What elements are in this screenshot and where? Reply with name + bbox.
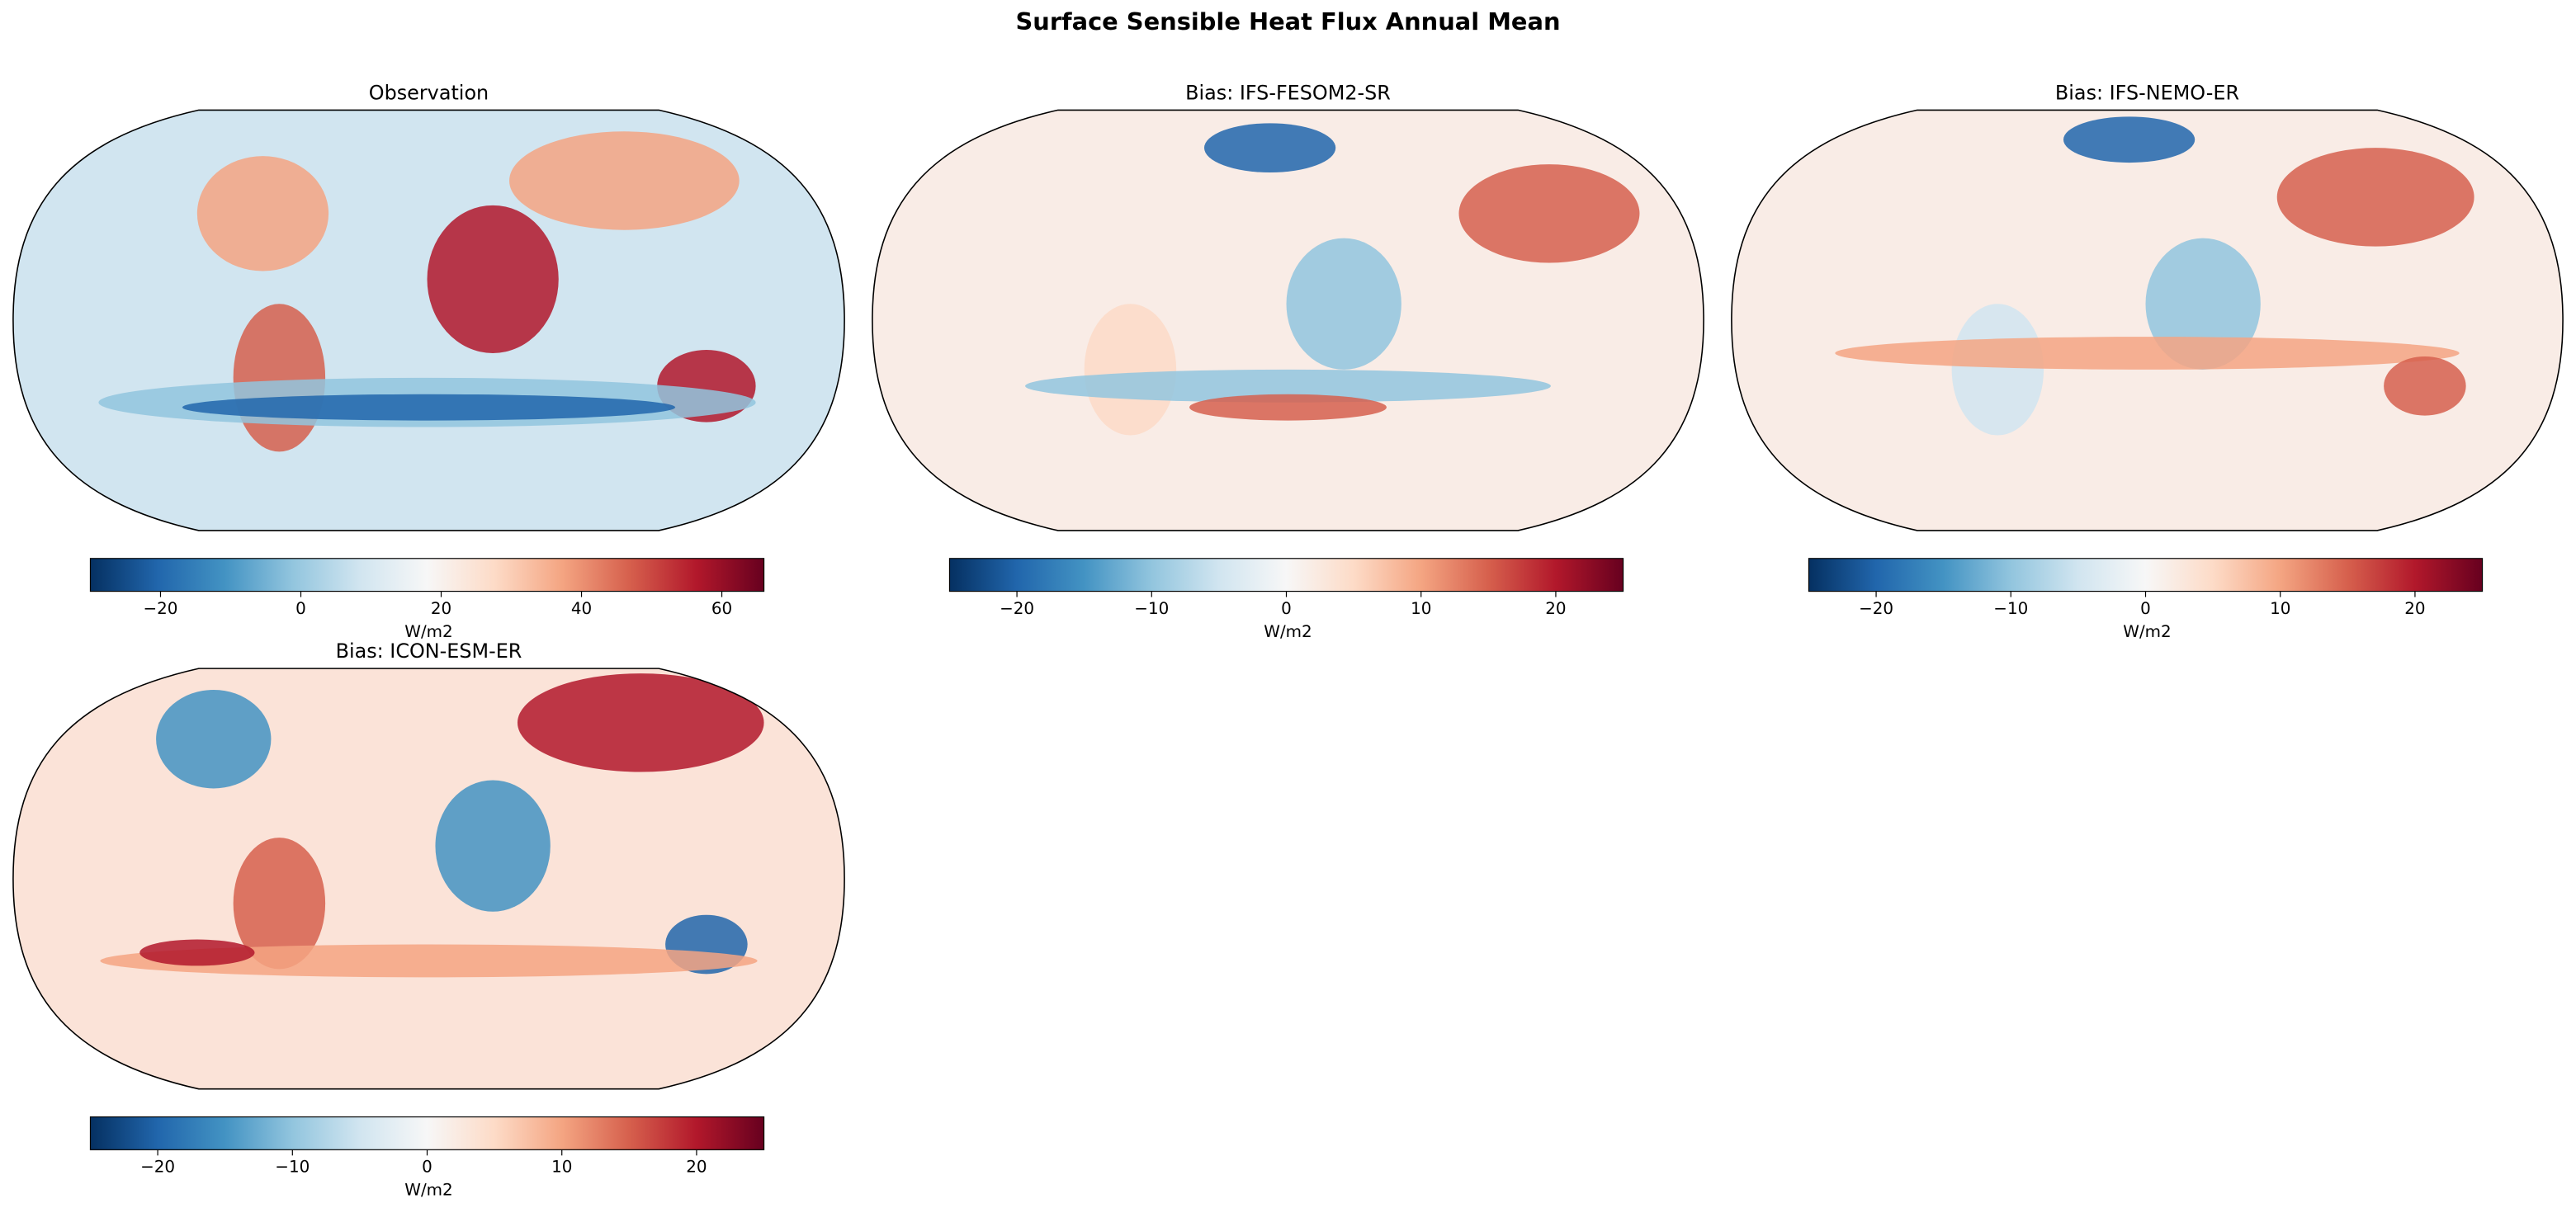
colorbar-tick-label: −20 [1859, 599, 1893, 618]
map-panel: Bias: IFS-FESOM2-SR −20 −10 0 10 20 W/m2 [872, 81, 1704, 641]
panel-title: Bias: ICON-ESM-ER [336, 640, 522, 663]
map-feature [1025, 369, 1551, 403]
colorbar-tick-label: 0 [2140, 599, 2151, 618]
colorbar-tick-label: 10 [551, 1158, 572, 1177]
map-feature [2276, 148, 2474, 247]
map-features [100, 673, 764, 978]
map-outline [1731, 109, 2564, 531]
colorbar-tick-label: 0 [295, 599, 306, 618]
map-panel: Bias: ICON-ESM-ER −20 −10 0 10 20 W/m2 [12, 640, 845, 1200]
map-feature [139, 939, 255, 966]
map-feature [517, 673, 764, 772]
colorbar [89, 558, 765, 592]
colorbar [89, 1116, 765, 1150]
colorbar-tick-label: 10 [2270, 599, 2290, 618]
map-features [1025, 123, 1640, 436]
map-feature [100, 944, 758, 978]
colorbar-label: W/m2 [404, 622, 452, 641]
map-feature [1084, 304, 1177, 436]
map-feature [1458, 164, 1640, 263]
map-feature [196, 156, 329, 271]
map-feature [2384, 356, 2466, 416]
colorbar-tick-label: 20 [431, 599, 451, 618]
map-outline [12, 668, 845, 1090]
figure-title: Surface Sensible Heat Flux Annual Mean [1015, 7, 1560, 35]
panel-title: Observation [369, 81, 489, 104]
colorbar-tick-label: −20 [143, 599, 177, 618]
map-feature [427, 205, 559, 353]
colorbar-label: W/m2 [2123, 622, 2171, 641]
colorbar-tick-label: 20 [686, 1158, 707, 1177]
colorbar [1808, 558, 2484, 592]
map-feature [1203, 123, 1336, 173]
map-panel: Bias: IFS-NEMO-ER −20 −10 0 10 20 W/m2 [1731, 81, 2564, 641]
colorbar-tick-label: −10 [1134, 599, 1169, 618]
colorbar-tick-label: −20 [1000, 599, 1034, 618]
colorbar [948, 558, 1624, 592]
colorbar-tick-label: 40 [571, 599, 592, 618]
map-feature [233, 838, 326, 970]
map-feature [2063, 116, 2196, 163]
map-features [1835, 116, 2474, 436]
map-feature [156, 690, 272, 789]
map-panel: Observation −20 0 20 40 60 W/m2 [12, 81, 845, 641]
map-feature [1189, 394, 1387, 421]
colorbar-tick-label: −10 [275, 1158, 310, 1177]
map-feature [182, 394, 676, 421]
panel-title: Bias: IFS-FESOM2-SR [1185, 81, 1391, 104]
map-feature [509, 131, 740, 230]
colorbar-tick-label: −20 [140, 1158, 175, 1177]
colorbar-tick-label: 0 [422, 1158, 432, 1177]
map-outline [872, 109, 1704, 531]
colorbar-label: W/m2 [1264, 622, 1312, 641]
colorbar-tick-label: 60 [711, 599, 732, 618]
map-features [98, 131, 756, 452]
colorbar-tick-label: 0 [1281, 599, 1292, 618]
colorbar-tick-label: 20 [2404, 599, 2425, 618]
map-feature [1835, 337, 2460, 370]
panel-title: Bias: IFS-NEMO-ER [2055, 81, 2239, 104]
map-feature [1286, 238, 1401, 370]
colorbar-tick-label: 20 [1545, 599, 1566, 618]
colorbar-tick-label: 10 [1411, 599, 1431, 618]
colorbar-label: W/m2 [404, 1181, 452, 1200]
map-feature [2145, 238, 2261, 370]
map-feature [435, 780, 551, 912]
map-outline [12, 109, 845, 531]
map-feature [1951, 304, 2044, 436]
colorbar-tick-label: −10 [1993, 599, 2028, 618]
map-feature [233, 304, 326, 452]
